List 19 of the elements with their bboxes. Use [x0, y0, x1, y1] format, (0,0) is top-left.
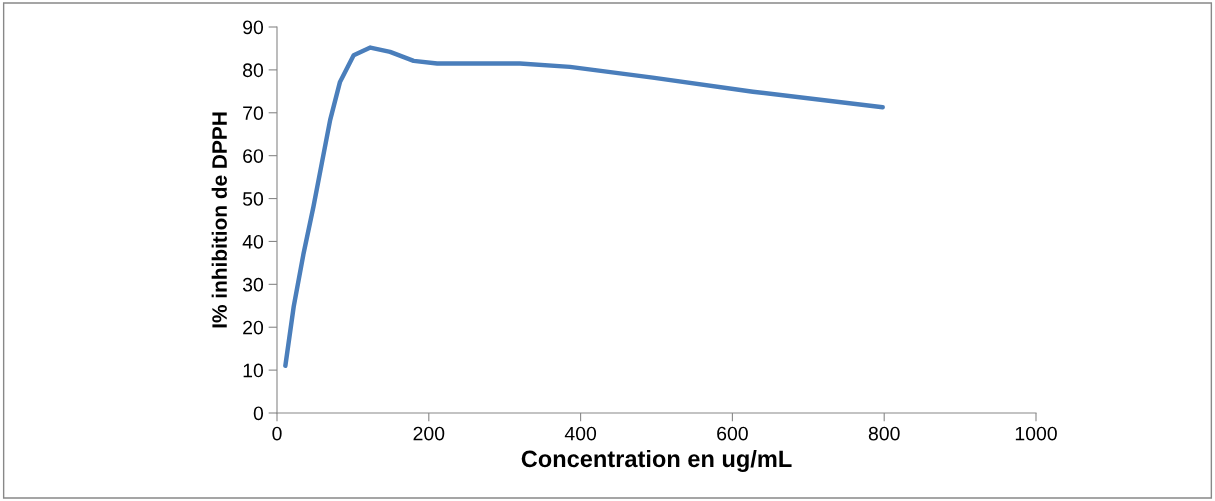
y-tick-label: 90	[243, 20, 264, 35]
x-axis-title: Concentration en ug/mL	[521, 449, 792, 472]
y-tick-label: 40	[242, 234, 264, 249]
y-tick-label: 10	[243, 363, 264, 378]
x-tick-label: 400	[564, 426, 597, 441]
y-tick-label: 60	[243, 149, 264, 163]
x-tick-label: 200	[413, 426, 445, 441]
line-series	[283, 45, 885, 369]
y-tick-label: 30	[242, 277, 264, 292]
x-tick-label: 800	[868, 426, 900, 441]
x-tick-label: 1000	[1015, 426, 1057, 441]
y-tick-label: 50	[242, 192, 264, 206]
x-tick-label: 600	[717, 426, 748, 441]
y-tick-label: 0	[253, 406, 264, 421]
y-axis-title: I% inhibition de DPPH	[211, 112, 227, 328]
y-tick-label: 20	[243, 320, 264, 335]
y-tick-label: 70	[243, 106, 264, 121]
y-tick-label: 80	[243, 63, 264, 78]
x-tick-label: 0	[272, 426, 282, 441]
